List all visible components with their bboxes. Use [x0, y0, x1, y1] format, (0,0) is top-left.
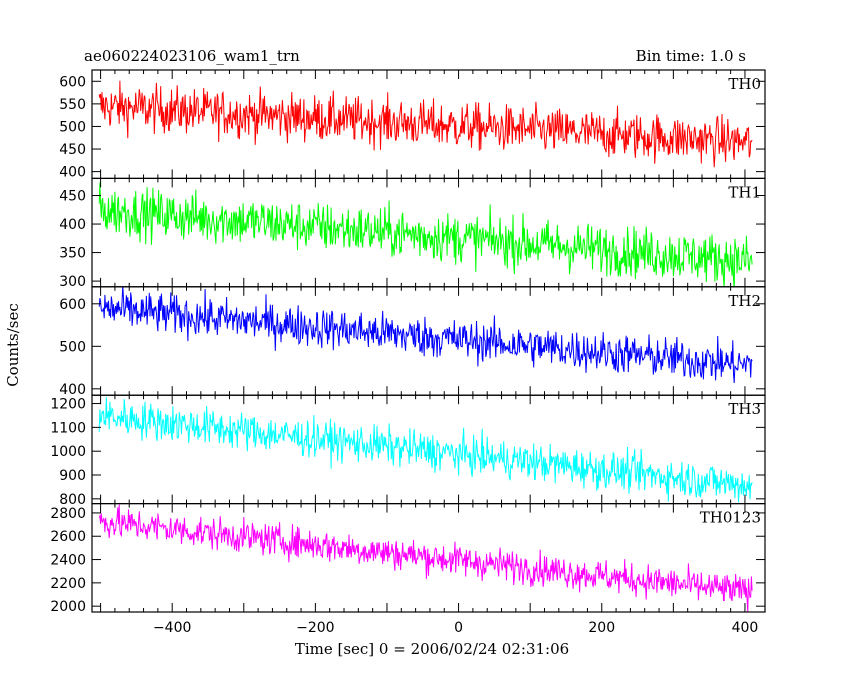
y-tick-label: 550 [59, 97, 86, 113]
panel-frame [91, 503, 766, 613]
panel-th0123: 2000 2200 2400 2600 2800 TH0123 [50, 503, 766, 615]
y-tick-label: 2800 [50, 506, 86, 522]
series-th0 [98, 80, 753, 168]
y-tick-label: 1200 [50, 397, 86, 413]
y-tick-label: 450 [59, 189, 86, 205]
y-tick-label: 1100 [50, 420, 86, 436]
y-tick-label: 400 [59, 165, 86, 181]
series-th2 [98, 286, 753, 384]
channel-label: TH1 [728, 183, 761, 201]
y-tick-label: 900 [59, 468, 86, 484]
panels: 400 450 500 550 600 TH0 300 350 400 450 TH1 400 500 6… [50, 69, 766, 636]
panel-th3: 800 900 1000 1100 1200 TH3 [50, 394, 766, 508]
y-tick-label: 600 [59, 297, 86, 313]
y-tick-label: 400 [59, 217, 86, 233]
y-tick-label: 2200 [50, 576, 86, 592]
channel-label: TH3 [728, 400, 761, 418]
x-tick-label: −400 [153, 620, 191, 636]
panel-th0: 400 450 500 550 600 TH0 [59, 69, 766, 181]
chart-subtitle: Bin time: 1.0 s [636, 47, 746, 65]
y-tick-label: 300 [59, 274, 86, 290]
y-tick-label: 500 [59, 119, 86, 135]
y-tick-label: 800 [59, 492, 86, 508]
y-tick-label: 350 [59, 246, 86, 262]
panel-th2: 400 500 600 TH2 [59, 286, 766, 398]
panel-th1: 300 350 400 450 TH1 [59, 177, 766, 290]
x-tick-label: 200 [588, 620, 615, 636]
series-th0123 [98, 504, 753, 613]
x-tick-label: 0 [454, 620, 463, 636]
y-tick-label: 2600 [50, 529, 86, 545]
y-tick-label: 400 [59, 382, 86, 398]
channel-label: TH0123 [700, 509, 761, 527]
channel-label: TH0 [728, 75, 761, 93]
series-th1 [98, 182, 753, 287]
y-tick-label: 600 [59, 74, 86, 90]
series-th3 [98, 396, 753, 503]
y-tick-label: 2400 [50, 553, 86, 569]
x-tick-label: −200 [296, 620, 334, 636]
y-tick-label: 450 [59, 142, 86, 158]
y-tick-label: 500 [59, 339, 86, 355]
y-tick-label: 1000 [50, 444, 86, 460]
y-tick-label: 2000 [50, 599, 86, 615]
x-axis-label: Time [sec] 0 = 2006/02/24 02:31:06 [295, 640, 569, 658]
channel-label: TH2 [728, 292, 761, 310]
x-tick-label: 400 [732, 620, 759, 636]
chart-title: ae060224023106_wam1_trn [84, 47, 300, 65]
y-axis-label: Counts/sec [4, 303, 22, 387]
